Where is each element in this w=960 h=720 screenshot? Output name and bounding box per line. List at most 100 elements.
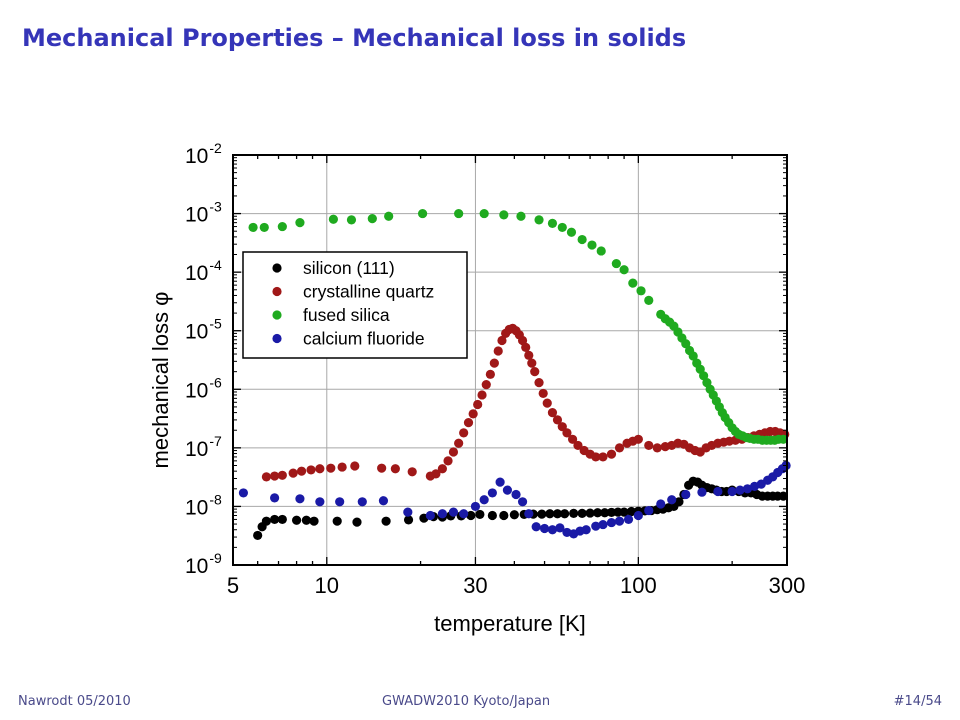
- y-tick-exponent: -6: [209, 374, 222, 390]
- point-fused-silica: [346, 215, 357, 225]
- legend-marker: [272, 286, 282, 297]
- point-calcium-fluoride: [238, 488, 249, 498]
- point-calcium-fluoride: [697, 487, 707, 497]
- point-crystalline-quartz: [288, 468, 298, 478]
- point-crystalline-quartz: [437, 464, 447, 474]
- point-calcium-fluoride: [539, 523, 550, 534]
- point-calcium-fluoride: [517, 497, 528, 507]
- point-crystalline-quartz: [489, 358, 499, 368]
- point-fused-silica: [534, 215, 544, 225]
- point-calcium-fluoride: [656, 499, 666, 509]
- x-tick-label: 5: [227, 573, 239, 598]
- point-silicon-111: [560, 509, 570, 519]
- point-fused-silica: [479, 208, 489, 219]
- point-fused-silica: [259, 222, 269, 233]
- point-calcium-fluoride: [735, 485, 745, 495]
- y-tick-exponent: -4: [209, 257, 222, 273]
- point-crystalline-quartz: [270, 471, 280, 481]
- point-silicon-111: [674, 497, 684, 507]
- point-crystalline-quartz: [633, 434, 643, 444]
- point-crystalline-quartz: [337, 462, 347, 472]
- point-calcium-fluoride: [524, 509, 534, 519]
- point-calcium-fluoride: [598, 519, 608, 530]
- point-calcium-fluoride: [487, 488, 497, 498]
- point-calcium-fluoride: [335, 497, 345, 507]
- y-tick-label: 10-7: [185, 433, 222, 461]
- point-calcium-fluoride: [425, 510, 435, 521]
- y-tick-label: 10-2: [185, 140, 222, 168]
- point-silicon-111: [577, 508, 587, 519]
- point-crystalline-quartz: [306, 465, 316, 475]
- point-calcium-fluoride: [315, 497, 325, 507]
- point-silicon-111: [585, 508, 595, 518]
- point-calcium-fluoride: [448, 507, 459, 517]
- point-calcium-fluoride: [295, 494, 305, 504]
- point-calcium-fluoride: [606, 517, 617, 528]
- point-calcium-fluoride: [511, 489, 521, 500]
- point-crystalline-quartz: [538, 388, 548, 399]
- point-silicon-111: [277, 514, 287, 525]
- point-fused-silica: [681, 339, 691, 349]
- point-fused-silica: [516, 211, 526, 221]
- point-crystalline-quartz: [296, 466, 307, 476]
- point-silicon-111: [253, 530, 263, 541]
- legend-label: silicon (111): [303, 258, 395, 278]
- point-silicon-111: [261, 516, 272, 526]
- point-fused-silica: [295, 218, 305, 228]
- point-calcium-fluoride: [633, 510, 643, 521]
- point-calcium-fluoride: [623, 514, 634, 525]
- point-crystalline-quartz: [591, 452, 601, 462]
- y-tick-label: 10-5: [185, 316, 222, 344]
- point-crystalline-quartz: [542, 398, 552, 408]
- point-silicon-111: [270, 514, 280, 525]
- point-silicon-111: [309, 516, 319, 526]
- point-calcium-fluoride: [681, 489, 691, 500]
- point-calcium-fluoride: [270, 493, 280, 503]
- point-silicon-111: [475, 509, 485, 520]
- point-crystalline-quartz: [407, 467, 417, 477]
- point-silicon-111: [626, 506, 637, 517]
- y-tick-exponent: -2: [209, 140, 222, 156]
- point-silicon-111: [381, 516, 391, 526]
- point-calcium-fluoride: [555, 523, 565, 533]
- point-silicon-111: [487, 510, 497, 521]
- point-crystalline-quartz: [562, 428, 572, 438]
- x-tick-label: 10: [315, 573, 339, 598]
- point-crystalline-quartz: [377, 463, 387, 473]
- point-calcium-fluoride: [713, 486, 723, 497]
- point-crystalline-quartz: [652, 443, 662, 453]
- footer-page-number: #14/54: [893, 694, 942, 709]
- point-crystalline-quartz: [473, 399, 483, 410]
- point-fused-silica: [644, 295, 654, 305]
- legend-marker: [272, 310, 282, 320]
- point-calcium-fluoride: [581, 525, 591, 535]
- point-calcium-fluoride: [502, 485, 513, 495]
- point-fused-silica: [499, 210, 509, 220]
- point-crystalline-quartz: [497, 335, 507, 346]
- point-fused-silica: [596, 246, 606, 256]
- point-fused-silica: [557, 222, 567, 233]
- point-calcium-fluoride: [547, 525, 558, 535]
- point-fused-silica: [577, 234, 587, 245]
- point-crystalline-quartz: [527, 358, 537, 368]
- point-fused-silica: [619, 265, 629, 275]
- point-silicon-111: [552, 509, 563, 519]
- point-fused-silica: [417, 208, 428, 219]
- point-crystalline-quartz: [477, 390, 487, 400]
- point-calcium-fluoride: [591, 521, 601, 531]
- point-crystalline-quartz: [485, 369, 495, 379]
- point-calcium-fluoride: [459, 509, 469, 519]
- point-silicon-111: [537, 509, 547, 519]
- point-crystalline-quartz: [573, 440, 583, 451]
- point-silicon-111: [352, 517, 362, 527]
- point-silicon-111: [466, 510, 476, 521]
- point-calcium-fluoride: [357, 497, 367, 507]
- legend: silicon (111) crystalline quartz fused sil…: [242, 251, 468, 359]
- point-fused-silica: [328, 214, 338, 224]
- y-tick-exponent: -5: [209, 316, 222, 332]
- point-crystalline-quartz: [277, 470, 287, 480]
- point-calcium-fluoride: [614, 516, 625, 526]
- legend-label: fused silica: [303, 305, 390, 325]
- point-crystalline-quartz: [468, 409, 478, 419]
- footer-event: GWADW2010 Kyoto/Japan: [382, 694, 551, 709]
